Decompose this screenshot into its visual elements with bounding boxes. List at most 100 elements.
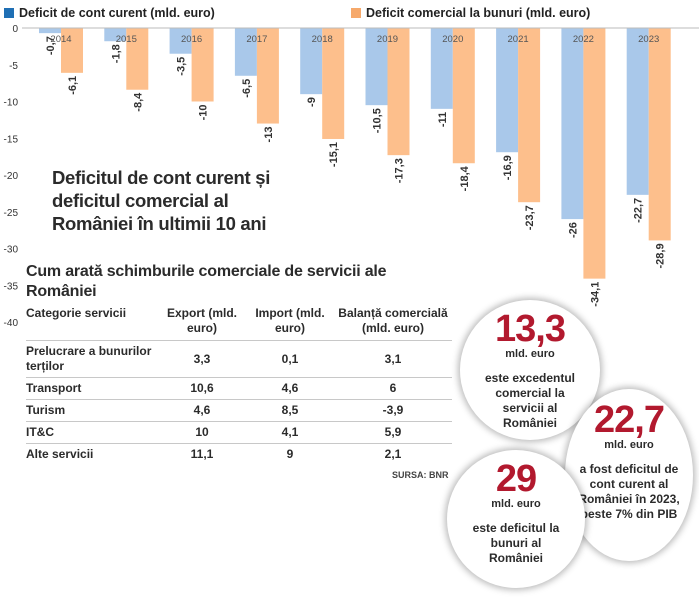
source-note: SURSA: BNR: [392, 470, 449, 480]
value-label-current-account: -9: [306, 97, 318, 107]
bar-current-account: [430, 28, 453, 109]
cell-category: Alte servicii: [26, 443, 158, 465]
y-tick-label: -15: [4, 134, 19, 145]
callout-number: 13,3: [495, 308, 566, 350]
cell-import: 4,6: [246, 377, 334, 400]
bar-current-account: [561, 28, 584, 220]
bar-current-account: [104, 28, 127, 42]
bar-goods-trade: [322, 28, 345, 139]
cell-export: 4,6: [158, 399, 246, 422]
legend-swatch-current-account: [4, 8, 14, 18]
value-label-goods-trade: -34,1: [589, 282, 601, 307]
cell-import: 8,5: [246, 399, 334, 422]
callout-services-surplus: 13,3 mld. euro este excedentul comercial…: [460, 300, 600, 440]
value-label-current-account: -26: [567, 222, 579, 238]
header-export: Export (mld. euro): [166, 306, 237, 335]
bar-goods-trade: [583, 28, 606, 279]
bar-current-account: [496, 28, 519, 153]
callout-current-account-deficit: 22,7 mld. euro a fost deficitul de cont …: [565, 389, 693, 561]
callout-unit: mld. euro: [491, 498, 541, 510]
source-label: SURSA:: [392, 470, 427, 480]
bar-current-account: [365, 28, 388, 106]
bar-current-account: [626, 28, 649, 195]
callout-text: a fost deficitul de cont curent al Român…: [578, 462, 680, 521]
cell-category: Turism: [26, 399, 158, 422]
x-tick-label: 2017: [246, 34, 267, 45]
table-row: Transport 10,6 4,6 6: [26, 377, 452, 400]
cell-balance: 5,9: [334, 421, 452, 444]
table-row: Turism 4,6 8,5 -3,9: [26, 399, 452, 422]
bar-goods-trade: [191, 28, 214, 102]
source-value: BNR: [429, 470, 449, 480]
x-tick-label: 2020: [442, 34, 463, 45]
x-tick-label: 2019: [377, 34, 398, 45]
table-header-row: Categorie servicii Export (mld. euro) Im…: [26, 306, 452, 341]
callout-unit: mld. euro: [604, 439, 654, 451]
value-label-goods-trade: -23,7: [524, 205, 536, 230]
table-row: IT&C 10 4,1 5,9: [26, 421, 452, 444]
bar-current-account: [234, 28, 257, 76]
bar-current-account: [300, 28, 323, 95]
bar-goods-trade: [518, 28, 541, 203]
cell-category: IT&C: [26, 421, 158, 444]
x-tick-label: 2014: [50, 34, 71, 45]
header-balance: Balanță comercială (mld. euro): [338, 306, 448, 335]
value-label-goods-trade: -28,9: [655, 243, 667, 268]
bar-goods-trade: [256, 28, 279, 124]
value-label-current-account: -16,9: [502, 155, 514, 180]
y-tick-label: -5: [9, 61, 18, 72]
bar-goods-trade: [387, 28, 410, 156]
value-label-current-account: -0,7: [45, 36, 57, 55]
legend-label-goods-trade: Deficit comercial la bunuri (mld. euro): [366, 6, 591, 20]
bar-current-account: [169, 28, 192, 54]
header-category: Categorie servicii: [26, 306, 127, 320]
x-tick-label: 2016: [181, 34, 202, 45]
x-tick-label: 2015: [116, 34, 137, 45]
bar-goods-trade: [61, 28, 83, 73]
value-label-current-account: -22,7: [633, 198, 645, 223]
chart-title: Deficitul de cont curent și deficitul co…: [52, 167, 271, 234]
value-label-goods-trade: -8,4: [132, 92, 144, 112]
value-label-goods-trade: -13: [263, 127, 275, 143]
table-row: Alte servicii 11,1 9 2,1: [26, 443, 452, 465]
services-title: Cum arată schimburile comerciale de serv…: [26, 263, 387, 300]
legend-current-account: Deficit de cont curent (mld. euro): [4, 6, 215, 20]
cell-balance: -3,9: [334, 399, 452, 422]
y-tick-label: -20: [4, 171, 19, 182]
callout-number: 29: [495, 458, 537, 500]
value-label-current-account: -3,5: [176, 57, 188, 76]
cell-category: Transport: [26, 377, 158, 400]
value-label-goods-trade: -15,1: [328, 142, 340, 167]
cell-export: 11,1: [158, 443, 246, 465]
y-tick-label: -25: [4, 208, 19, 219]
cell-category: Prelucrare a bunurilor terților: [26, 340, 158, 378]
callout-number: 22,7: [594, 399, 665, 441]
value-label-goods-trade: -18,4: [459, 165, 471, 191]
x-tick-label: 2018: [312, 34, 333, 45]
legend-goods-trade: Deficit comercial la bunuri (mld. euro): [351, 6, 590, 20]
y-tick-label: -40: [4, 318, 19, 329]
services-table: Categorie servicii Export (mld. euro) Im…: [26, 306, 452, 465]
callout-text: este deficitul la bunuri al României: [472, 521, 560, 565]
legend-swatch-goods-trade: [351, 8, 361, 18]
value-label-current-account: -10,5: [372, 108, 384, 133]
header-import: Import (mld. euro): [255, 306, 325, 335]
table-row: Prelucrare a bunurilor terților 3,3 0,1 …: [26, 340, 452, 378]
cell-import: 9: [246, 443, 334, 465]
y-tick-label: 0: [12, 24, 18, 35]
bar-goods-trade: [452, 28, 475, 164]
cell-export: 10: [158, 421, 246, 444]
cell-import: 0,1: [246, 340, 334, 378]
y-tick-label: -10: [4, 98, 19, 109]
cell-balance: 6: [334, 377, 452, 400]
callout-text: este excedentul comercial la servicii al…: [484, 371, 576, 430]
cell-export: 10,6: [158, 377, 246, 400]
value-label-current-account: -1,8: [110, 44, 122, 63]
cell-export: 3,3: [158, 340, 246, 378]
x-tick-label: 2021: [508, 34, 529, 45]
bar-chart: 0 -5 -10 -15 -20 -25 -30 -35 -40 -0,7 -6,1 2014 -1,8…: [4, 24, 699, 329]
legend-label-current-account: Deficit de cont curent (mld. euro): [19, 6, 215, 20]
bar-goods-trade: [126, 28, 149, 90]
callout-goods-deficit: 29 mld. euro este deficitul la bunuri al…: [447, 450, 585, 588]
y-tick-label: -35: [4, 281, 19, 292]
